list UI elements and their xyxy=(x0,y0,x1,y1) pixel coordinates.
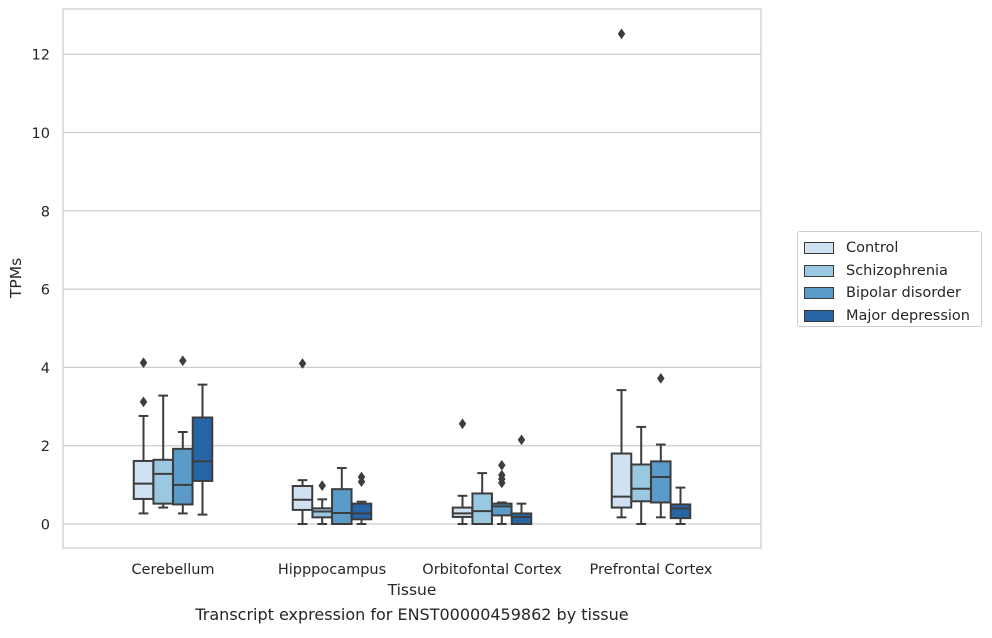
legend-item: Control xyxy=(804,237,981,260)
legend-item: Major depression xyxy=(804,305,981,328)
box xyxy=(291,358,314,525)
legend-label: Major depression xyxy=(846,307,970,324)
box xyxy=(311,480,333,525)
box xyxy=(331,467,353,525)
legend: Control Schizophrenia Bipolar disorder M… xyxy=(797,231,982,327)
box-body xyxy=(152,458,174,505)
legend-item: Bipolar disorder xyxy=(804,282,981,305)
box-body xyxy=(132,459,155,500)
xtick-layer: Cerebellum Hipppocampus Orbitofontal Corte… xyxy=(131,562,712,578)
box-body xyxy=(172,447,194,506)
box xyxy=(350,471,373,525)
legend-swatch xyxy=(804,287,834,300)
box-body xyxy=(191,416,214,482)
box xyxy=(630,425,652,525)
outlier-point xyxy=(656,372,665,384)
y-tick-label: 12 xyxy=(32,48,50,64)
box-body xyxy=(510,512,533,526)
box xyxy=(471,472,493,526)
y-axis-label: TPMs xyxy=(7,258,25,299)
outlier-point xyxy=(318,480,327,492)
x-tick-label: Cerebellum xyxy=(131,562,214,578)
box-body xyxy=(650,460,672,504)
box xyxy=(510,434,533,526)
outlier-point xyxy=(497,459,506,471)
chart-caption: Transcript expression for ENST0000045986… xyxy=(195,605,629,624)
box-body xyxy=(630,463,652,503)
box-body xyxy=(291,485,314,511)
outlier-point xyxy=(139,357,148,369)
y-tick-label: 0 xyxy=(41,518,50,534)
legend-label: Control xyxy=(846,240,899,257)
legend-label: Bipolar disorder xyxy=(846,285,961,302)
box xyxy=(451,418,474,525)
legend-swatch xyxy=(804,309,834,322)
box xyxy=(491,459,513,525)
x-axis-label: Tissue xyxy=(387,581,437,599)
box-body xyxy=(350,502,373,521)
x-tick-label: Orbitofontal Cortex xyxy=(422,562,562,578)
box-body xyxy=(669,503,692,520)
grid-layer xyxy=(63,53,761,525)
outlier-point xyxy=(458,418,467,430)
box xyxy=(132,357,155,515)
outlier-point xyxy=(139,396,148,408)
outlier-point xyxy=(517,434,526,446)
outlier-point xyxy=(357,471,366,483)
outlier-point xyxy=(497,469,506,481)
outlier-point xyxy=(298,358,307,369)
legend-item: Schizophrenia xyxy=(804,260,981,283)
box xyxy=(610,28,633,519)
box-body xyxy=(331,488,353,525)
box xyxy=(172,355,194,515)
plot-frame xyxy=(62,8,762,549)
legend-label: Schizophrenia xyxy=(846,262,948,279)
ytick-layer: 0 2 4 6 8 10 12 xyxy=(32,48,50,534)
outlier-point xyxy=(178,355,187,367)
y-tick-label: 2 xyxy=(41,439,50,455)
box-body xyxy=(610,452,633,509)
x-tick-label: Prefrontal Cortex xyxy=(590,562,713,578)
box-body xyxy=(491,502,513,517)
y-tick-label: 4 xyxy=(41,361,50,377)
legend-swatch xyxy=(804,264,834,277)
outlier-point xyxy=(617,28,626,40)
box xyxy=(152,394,174,509)
box xyxy=(669,486,692,525)
box xyxy=(650,372,672,519)
y-tick-label: 10 xyxy=(32,126,50,142)
box-body xyxy=(471,492,493,526)
y-tick-label: 8 xyxy=(41,204,50,220)
x-tick-label: Hipppocampus xyxy=(278,562,386,578)
box xyxy=(191,383,214,516)
box-layer xyxy=(132,28,692,526)
y-tick-label: 6 xyxy=(41,283,50,299)
box-body xyxy=(311,507,333,519)
legend-swatch xyxy=(804,242,834,255)
box-body xyxy=(451,506,474,518)
